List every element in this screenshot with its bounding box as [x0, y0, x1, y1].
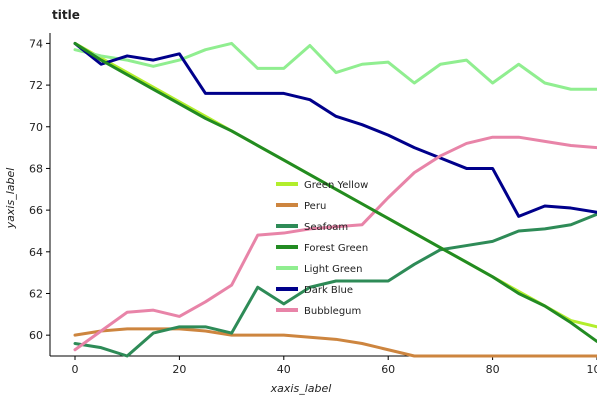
x-axis-title: xaxis_label: [270, 382, 332, 395]
y-tick-label: 64: [29, 246, 43, 259]
y-tick-label: 70: [29, 121, 43, 134]
y-tick-label: 60: [29, 329, 43, 342]
y-tick-label: 72: [29, 79, 43, 92]
y-tick-label: 62: [29, 287, 43, 300]
legend-label: Bubblegum: [304, 306, 361, 317]
x-tick-label: 0: [72, 363, 79, 376]
series-line-bubblegum: [73, 135, 597, 352]
y-ticks: 60 62 64 66 68 70 72 74: [29, 37, 50, 342]
x-tick-label: 60: [381, 363, 395, 376]
legend-label: Green Yellow: [304, 180, 368, 191]
x-tick-label: 20: [172, 363, 186, 376]
y-tick-label: 68: [29, 162, 43, 175]
series-lines: [73, 41, 597, 358]
y-axis-title: yaxis_label: [4, 168, 17, 230]
x-tick-label: 100: [587, 363, 597, 376]
legend-label: Dark Blue: [304, 285, 353, 296]
x-ticks: 0 20 40 60 80 100: [72, 356, 597, 376]
chart-title: title: [52, 8, 80, 22]
series-line-light-green: [73, 41, 597, 91]
x-tick-label: 40: [277, 363, 291, 376]
legend-label: Peru: [304, 201, 326, 212]
legend: Green Yellow Peru Seafoam Forest Green Light…: [276, 180, 368, 317]
series-line-seafoam: [73, 212, 597, 358]
x-tick-label: 80: [486, 363, 500, 376]
series-line-peru: [73, 327, 597, 358]
legend-label: Light Green: [304, 264, 362, 275]
series-line-forest-green: [73, 41, 597, 343]
series-line-dark-blue: [73, 41, 597, 218]
y-tick-label: 66: [29, 204, 43, 217]
legend-label: Forest Green: [304, 243, 368, 254]
legend-label: Seafoam: [304, 222, 348, 233]
y-tick-label: 74: [29, 37, 43, 50]
